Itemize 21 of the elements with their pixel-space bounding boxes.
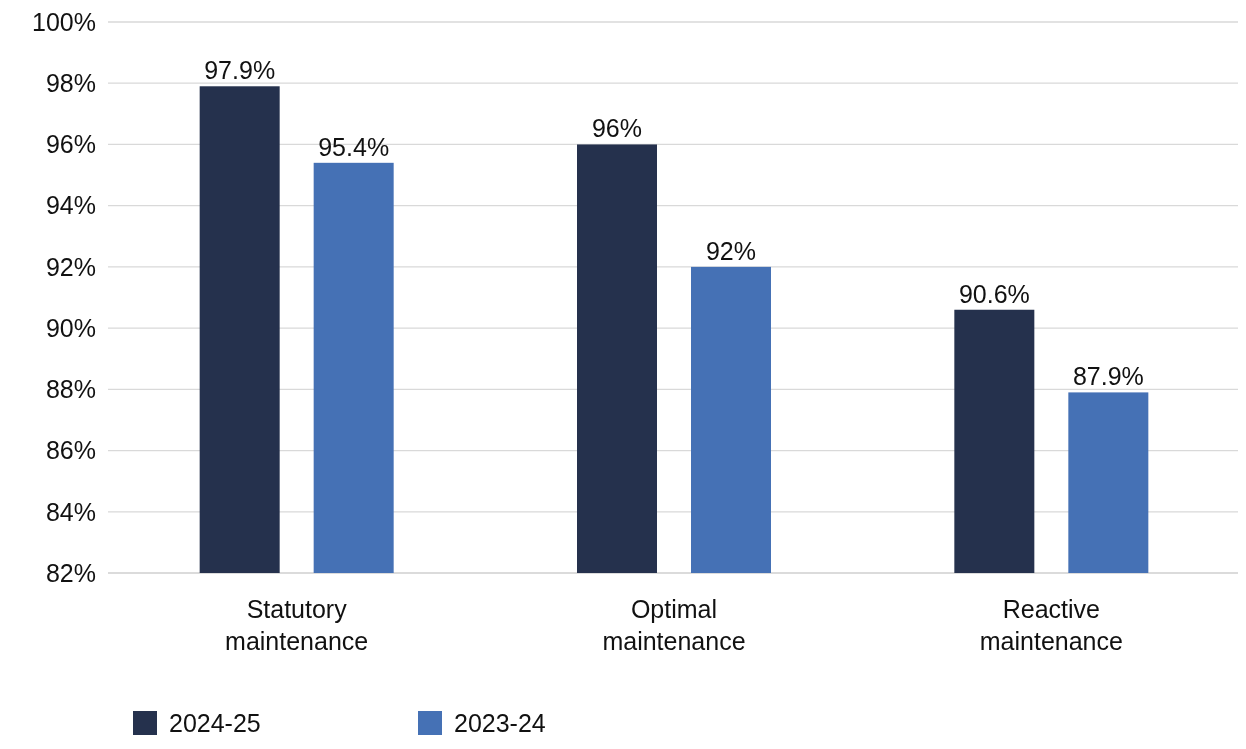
- y-tick-label: 96%: [45, 130, 96, 159]
- y-tick-label: 98%: [45, 68, 96, 97]
- data-label: 90.6%: [958, 279, 1030, 308]
- data-label: 92%: [705, 236, 757, 265]
- y-tick-label: 88%: [45, 375, 96, 404]
- y-tick-label: 82%: [45, 558, 96, 587]
- x-tick-label: Statutory maintenance: [225, 595, 369, 655]
- y-tick-label: 84%: [45, 497, 96, 526]
- y-tick-label: 86%: [45, 436, 96, 465]
- x-tick-label: Reactive maintenance: [979, 595, 1123, 655]
- legend-label: 2024-25: [169, 708, 261, 737]
- y-tick-label: 92%: [45, 252, 96, 281]
- data-label: 87.9%: [1072, 362, 1144, 391]
- data-label: 95.4%: [318, 132, 390, 161]
- y-tick-label: 90%: [45, 313, 96, 342]
- y-tick-label: 100%: [32, 7, 96, 36]
- legend-label: 2023-24: [454, 708, 546, 737]
- data-label: 97.9%: [204, 56, 276, 85]
- data-label: 96%: [591, 114, 643, 143]
- x-tick-label: Optimal maintenance: [602, 595, 746, 655]
- y-tick-label: 94%: [45, 191, 96, 220]
